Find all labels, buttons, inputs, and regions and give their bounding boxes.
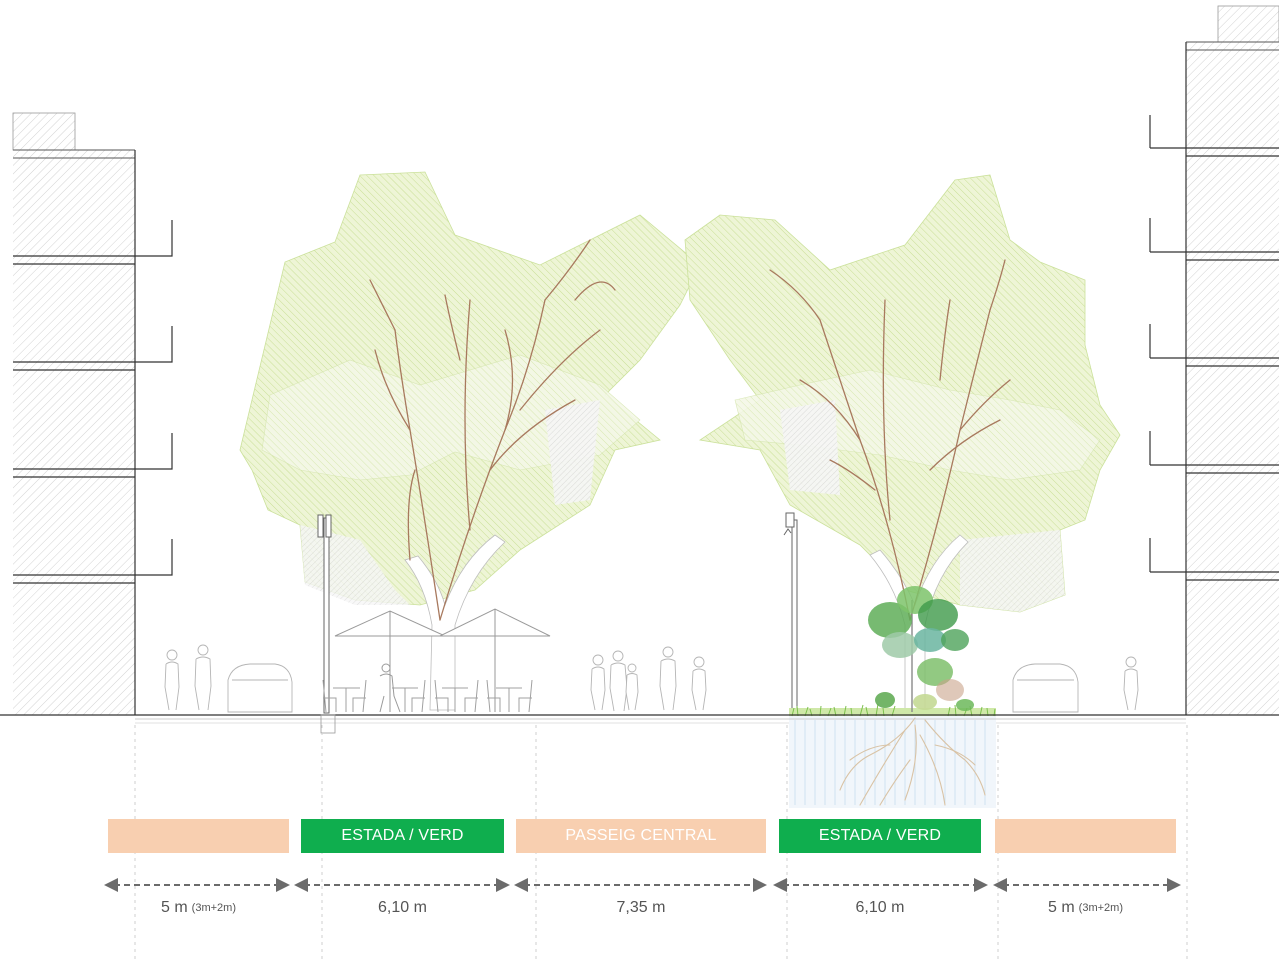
person-silhouette-icon (625, 663, 639, 711)
dimension-label-passeig: 7,35 m (516, 897, 766, 919)
zone-label: ESTADA / VERD (818, 827, 942, 844)
car-silhouette-icon (1012, 663, 1079, 713)
zone-band-sidewalk-right (995, 819, 1176, 853)
dimension-arrow-5 (993, 878, 1181, 892)
dimension-note: (3m+2m) (1078, 902, 1123, 914)
dimension-arrows (104, 878, 1181, 892)
dimension-label-sidewalk-left: 5 m (3m+2m) (108, 897, 289, 919)
car-silhouette-icon (227, 663, 293, 713)
zone-band-passeig-central: PASSEIG CENTRAL (516, 819, 766, 853)
planting-bed (789, 703, 996, 808)
dimension-label-estada-left: 6,10 m (301, 897, 504, 919)
person-silhouette-icon (1123, 656, 1139, 711)
dimension-label-estada-right: 6,10 m (779, 897, 981, 919)
zone-label: ESTADA / VERD (341, 827, 464, 844)
left-building (12, 112, 173, 715)
dimension-arrow-3 (514, 878, 767, 892)
dimension-value: 6,10 m (855, 899, 905, 916)
parasol-icon (334, 610, 446, 712)
person-silhouette-icon (659, 646, 677, 711)
person-silhouette-icon (164, 649, 180, 711)
dimension-label-sidewalk-right: 5 m (3m+2m) (995, 897, 1176, 919)
zone-band-estada-verd-left: ESTADA / VERD (301, 819, 504, 853)
person-silhouette-icon (691, 656, 707, 711)
dimension-value: 5 m (1048, 899, 1075, 916)
zone-label: PASSEIG CENTRAL (565, 827, 717, 844)
dimension-value: 7,35 m (616, 899, 666, 916)
person-silhouette-icon (590, 654, 606, 711)
left-tree-icon (239, 171, 701, 711)
zone-band-estada-verd-right: ESTADA / VERD (779, 819, 981, 853)
dimension-note: (3m+2m) (191, 902, 236, 914)
street-lamp-icon (783, 512, 798, 714)
zone-band-sidewalk-left (108, 819, 289, 853)
left-balconies (135, 220, 173, 576)
person-silhouette-icon (609, 650, 628, 712)
street-lamp-icon (317, 514, 332, 714)
roots (839, 717, 986, 806)
right-building (1149, 5, 1279, 715)
shrub-icon (868, 586, 974, 712)
parasol-icon (439, 608, 551, 712)
right-tree-icon (684, 174, 1121, 711)
dimension-arrow-4 (773, 878, 988, 892)
person-silhouette-icon (194, 644, 212, 711)
dimension-arrow-2 (294, 878, 510, 892)
dimension-value: 6,10 m (378, 899, 427, 916)
dimension-value: 5 m (161, 899, 188, 916)
pedestrians (164, 644, 1139, 712)
dimension-arrow-1 (104, 878, 290, 892)
terrace (322, 608, 551, 713)
person-silhouette-icon (379, 663, 401, 713)
ground-line (0, 714, 1279, 734)
